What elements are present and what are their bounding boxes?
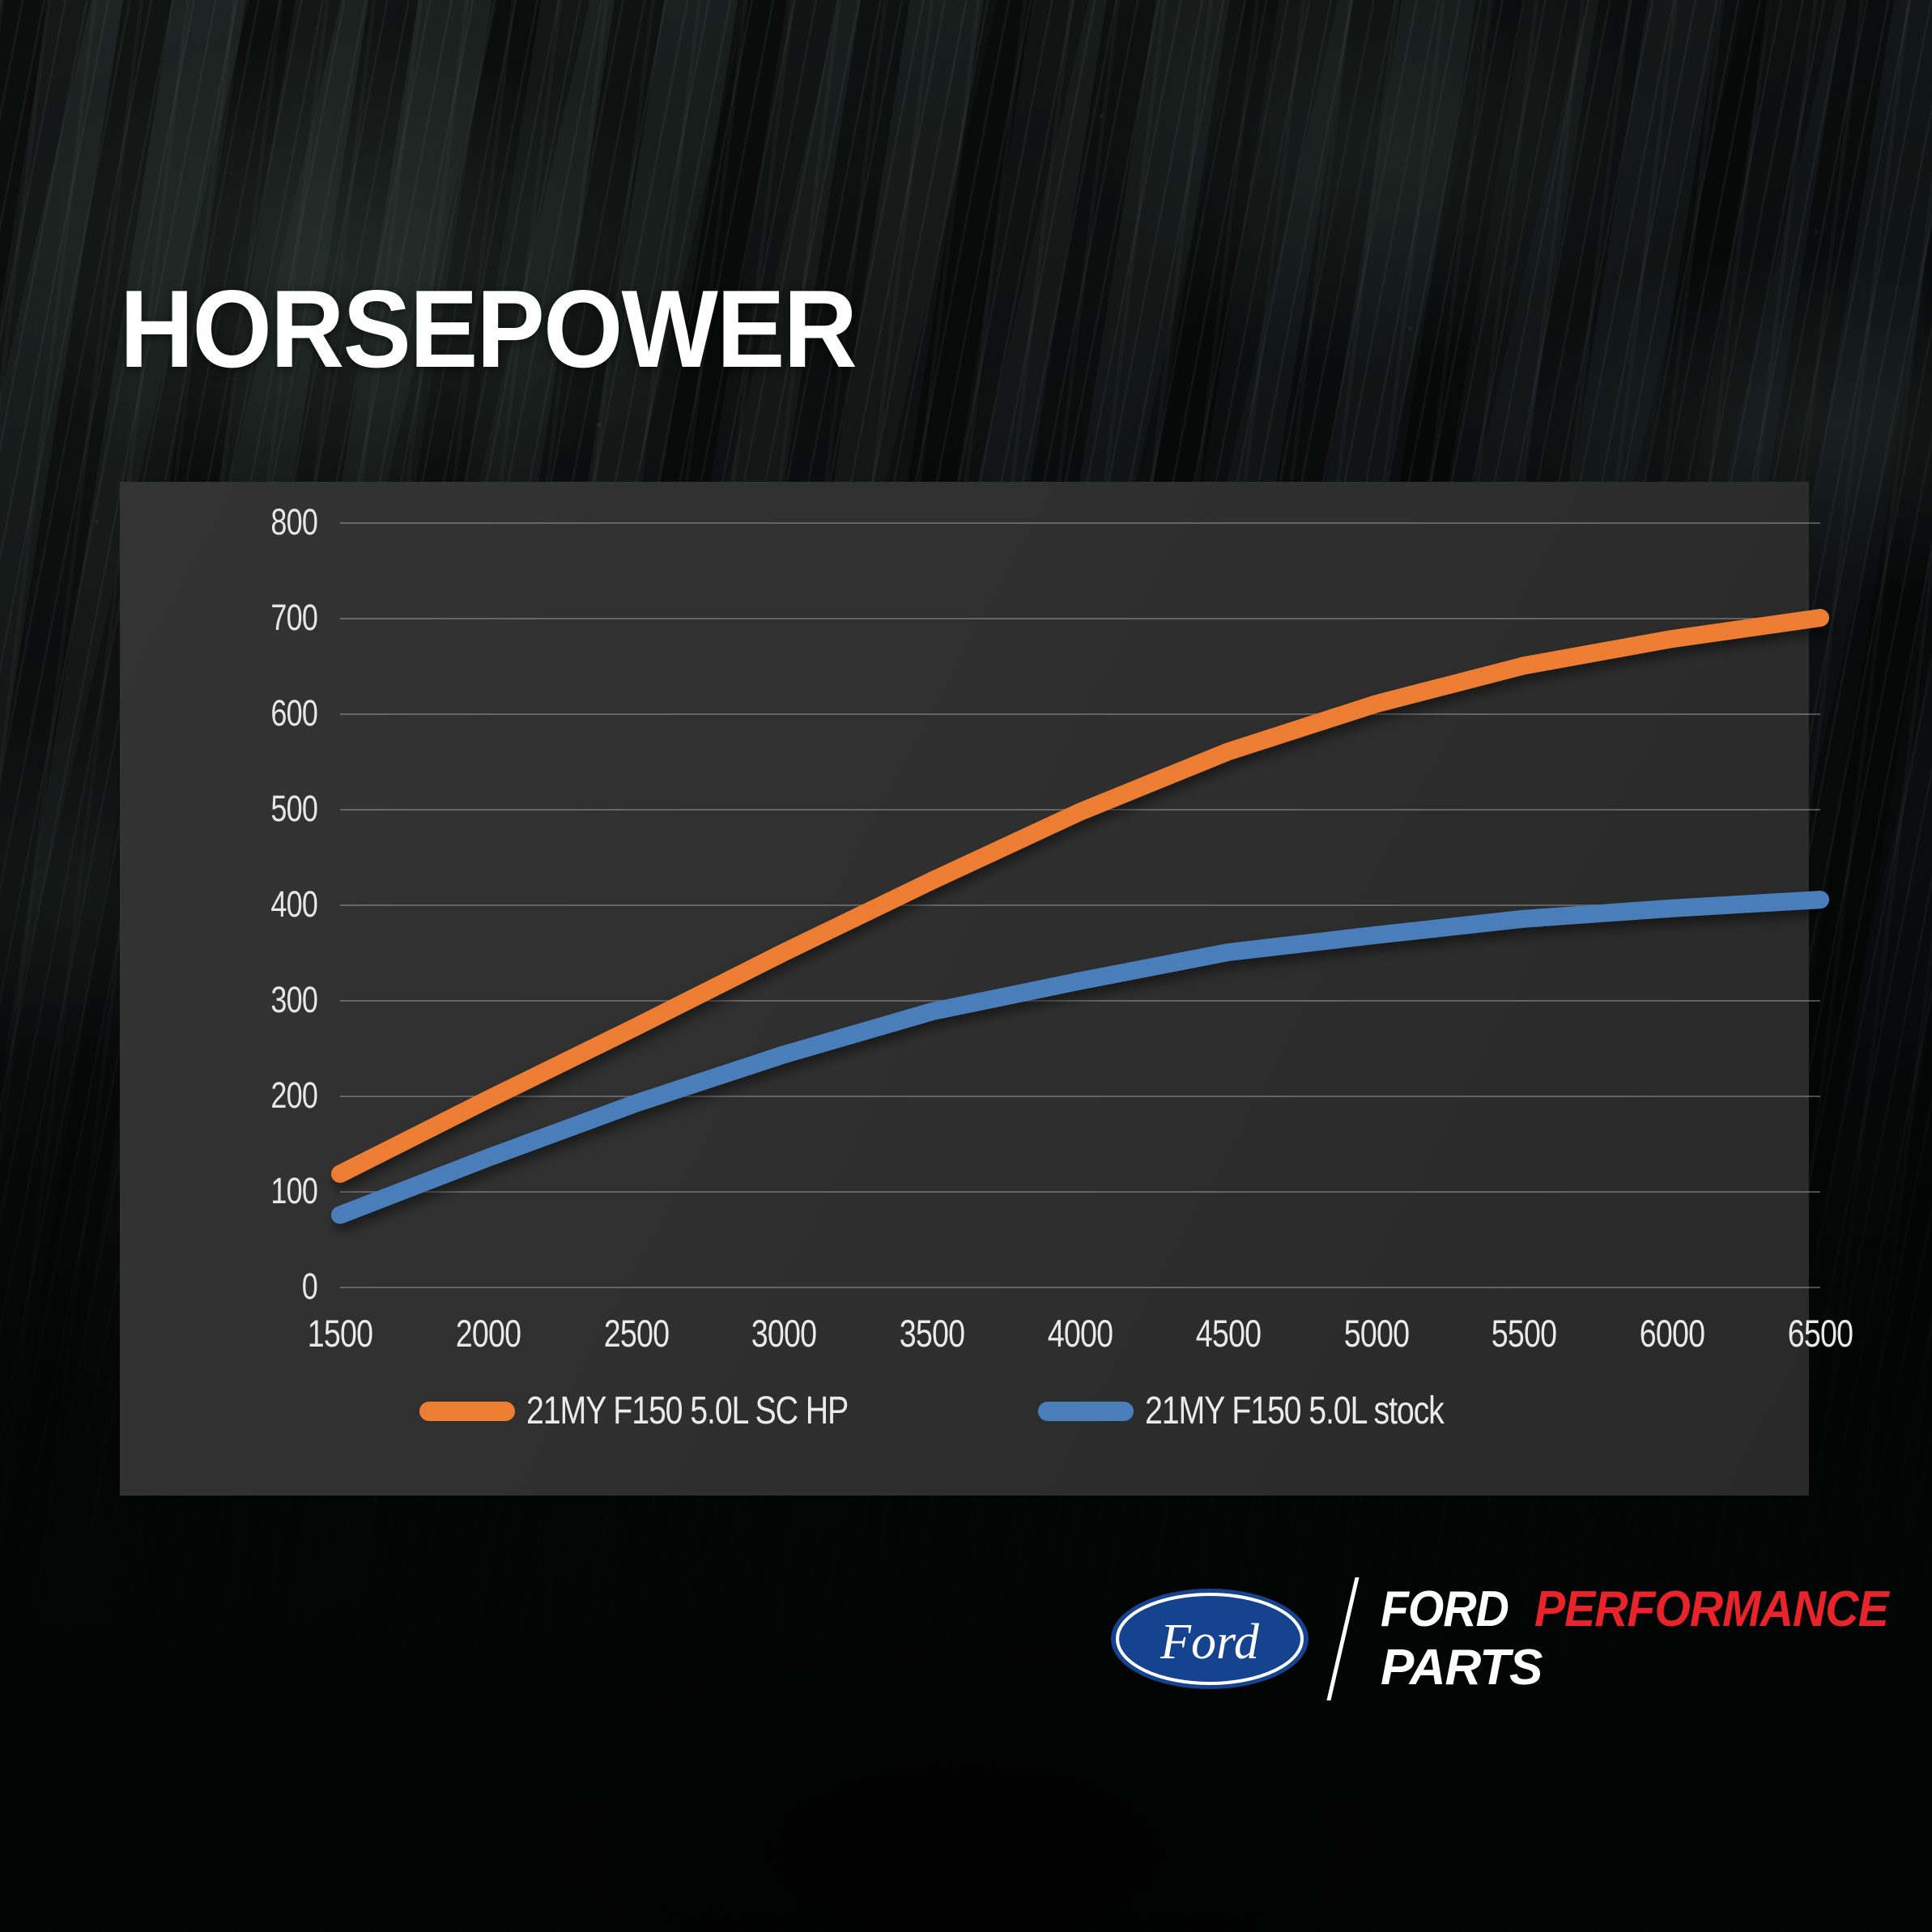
legend-item[interactable]: 21MY F150 5.0L SC HP <box>419 1389 918 1433</box>
x-axis-tick-label: 1500 <box>307 1312 373 1355</box>
brand-divider <box>1326 1577 1360 1700</box>
y-axis-tick-label: 600 <box>270 692 317 734</box>
y-axis-tick-label: 700 <box>270 597 317 638</box>
gridline <box>340 618 1820 619</box>
y-axis-tick-label: 0 <box>301 1266 318 1307</box>
plot-area: 800 700 600 500 400 300 200 100 0 1500 2000 2500 30… <box>270 501 1853 1355</box>
brand-wordmark: FORD PERFORMANCE PARTS <box>1381 1585 1918 1693</box>
y-axis-tick-label: 400 <box>270 883 317 925</box>
x-axis-tick-label: 2500 <box>603 1312 669 1355</box>
gridline <box>340 1287 1820 1288</box>
legend-color-swatch <box>1038 1401 1134 1421</box>
x-axis-tick-label: 5500 <box>1492 1312 1557 1355</box>
y-axis-tick-label: 100 <box>270 1170 317 1211</box>
y-axis-tick-label: 200 <box>270 1075 317 1116</box>
svg-text:Ford: Ford <box>1160 1615 1260 1670</box>
x-axis-tick-label: 5000 <box>1343 1312 1409 1355</box>
legend-item[interactable]: 21MY F150 5.0L stock <box>1038 1389 1509 1433</box>
x-axis-tick-label: 4000 <box>1047 1312 1113 1355</box>
legend-label: 21MY F150 5.0L stock <box>1145 1389 1445 1432</box>
ford-oval-icon: Ford <box>1111 1589 1309 1689</box>
page-title: HORSEPOWER <box>120 267 857 390</box>
gridline <box>340 1000 1820 1002</box>
brand-word-parts: PARTS <box>1381 1640 1543 1696</box>
y-axis-tick-label: 800 <box>270 501 317 543</box>
legend-color-swatch <box>419 1401 516 1421</box>
x-axis-tick-label: 2000 <box>455 1312 521 1355</box>
chart-panel: 800 700 600 500 400 300 200 100 0 1500 2000 2500 30… <box>120 482 1853 1496</box>
gridline <box>340 1096 1820 1097</box>
series-line <box>331 891 1829 1224</box>
x-axis-tick-label: 6500 <box>1787 1312 1853 1355</box>
gridline <box>340 904 1820 906</box>
brand-word-ford: FORD <box>1381 1581 1509 1637</box>
x-axis-tick-label: 3500 <box>899 1312 965 1355</box>
legend-label: 21MY F150 5.0L SC HP <box>526 1389 849 1432</box>
y-axis-tick-label: 300 <box>270 979 317 1020</box>
gridline <box>340 1191 1820 1193</box>
series-line <box>331 609 1829 1183</box>
series-lines-group <box>331 609 1829 1224</box>
brand-word-performance: PERFORMANCE <box>1534 1581 1889 1637</box>
gridline <box>340 522 1820 524</box>
chart-legend: 21MY F150 5.0L SC HP 21MY F150 5.0L stock <box>120 1389 1809 1433</box>
x-axis-tick-label: 6000 <box>1639 1312 1705 1355</box>
y-axis-tick-label: 500 <box>270 788 317 829</box>
x-axis-tick-label: 3000 <box>751 1312 817 1355</box>
gridline <box>340 713 1820 715</box>
ford-performance-parts-logo: Ford FORD PERFORMANCE PARTS <box>1109 1577 1918 1700</box>
x-axis-tick-label: 4500 <box>1195 1312 1262 1355</box>
